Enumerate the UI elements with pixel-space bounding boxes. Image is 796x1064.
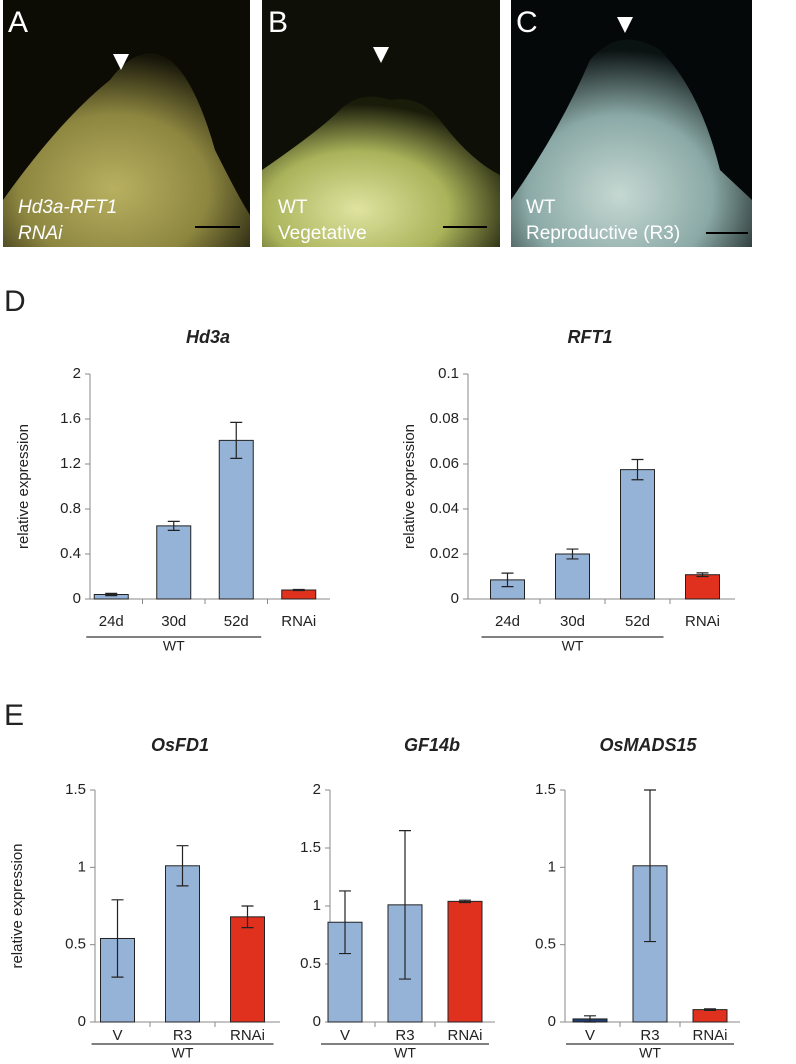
y-tick-label: 1: [78, 858, 86, 875]
panel-label: B: [268, 6, 288, 39]
error-bar: [704, 1008, 716, 1011]
x-tick-label: R3: [173, 1027, 192, 1044]
y-tick-label: 1: [548, 858, 556, 875]
bar: [218, 439, 254, 600]
y-tick-label: 0.08: [430, 410, 459, 427]
error-bar: [241, 905, 254, 929]
group-label: WT: [394, 1045, 416, 1059]
group-label: WT: [172, 1045, 194, 1059]
x-tick-label: V: [340, 1027, 350, 1044]
y-tick-label: 0.04: [430, 500, 459, 517]
y-tick-label: 1.5: [300, 839, 321, 856]
group-label: WT: [639, 1045, 661, 1059]
y-tick-label: 0.5: [300, 955, 321, 972]
y-tick-label: 1.6: [60, 410, 81, 427]
y-tick-label: 1.5: [65, 781, 86, 798]
photo-caption: RNAi: [18, 223, 63, 244]
y-tick-label: 2: [73, 365, 81, 382]
panel-label: E: [4, 699, 24, 732]
photo-caption: WT: [526, 197, 556, 218]
y-tick-label: 0: [73, 590, 81, 607]
x-tick-label: 24d: [99, 613, 124, 630]
group-label: WT: [163, 638, 185, 654]
error-bar: [501, 572, 514, 588]
panel-label: A: [8, 6, 28, 39]
y-axis-label: relative expression: [9, 843, 26, 968]
panel-label: D: [4, 285, 26, 318]
photo-caption: WT: [278, 197, 308, 218]
y-tick-label: 0.4: [60, 545, 81, 562]
x-tick-label: V: [585, 1027, 595, 1044]
y-tick-label: 1.5: [535, 781, 556, 798]
error-bar: [167, 520, 180, 531]
photo-a: [3, 0, 250, 248]
y-tick-label: 0: [548, 1013, 556, 1030]
x-tick-label: 52d: [224, 613, 249, 630]
chart-title: OsFD1: [151, 735, 209, 755]
bar: [685, 574, 720, 600]
bar: [281, 589, 317, 600]
error-bar: [631, 458, 644, 481]
group-label: WT: [562, 638, 584, 654]
y-tick-label: 0.5: [535, 936, 556, 953]
error-bar: [459, 899, 471, 904]
chart-title: GF14b: [404, 735, 460, 755]
x-tick-label: 24d: [495, 613, 520, 630]
y-tick-label: 0.8: [60, 500, 81, 517]
panel-label: C: [516, 6, 538, 39]
photo-caption: Reproductive (R3): [526, 223, 680, 244]
photo-caption: Vegetative: [278, 223, 367, 244]
error-bar: [292, 588, 305, 592]
x-tick-label: RNAi: [685, 613, 720, 630]
x-tick-label: R3: [395, 1027, 414, 1044]
y-tick-label: 1: [313, 897, 321, 914]
error-bar: [339, 890, 351, 955]
x-tick-label: V: [112, 1027, 122, 1044]
y-tick-label: 0.02: [430, 545, 459, 562]
photo-caption: Hd3a-RFT1: [18, 197, 117, 218]
x-tick-label: RNAi: [281, 613, 316, 630]
x-tick-label: 52d: [625, 613, 650, 630]
photo-b: [262, 0, 500, 248]
y-tick-label: 0: [451, 590, 459, 607]
bar: [230, 916, 265, 1023]
x-tick-label: 30d: [161, 613, 186, 630]
x-tick-label: RNAi: [447, 1027, 482, 1044]
chart-title: RFT1: [568, 327, 613, 347]
photo-c: [511, 0, 752, 247]
y-tick-label: 0.1: [438, 365, 459, 382]
error-bar: [105, 592, 118, 597]
bar: [447, 900, 483, 1023]
bar: [156, 525, 192, 600]
error-bar: [644, 789, 656, 943]
x-tick-label: RNAi: [692, 1027, 727, 1044]
error-bar: [230, 421, 243, 459]
y-axis-label: relative expression: [15, 424, 32, 549]
bar: [165, 865, 200, 1023]
y-tick-label: 0.5: [65, 936, 86, 953]
chart-title: Hd3a: [186, 327, 230, 347]
y-tick-label: 0: [313, 1013, 321, 1030]
x-tick-label: 30d: [560, 613, 585, 630]
error-bar: [584, 1015, 596, 1023]
x-tick-label: R3: [640, 1027, 659, 1044]
bar: [692, 1009, 728, 1023]
error-bar: [566, 548, 579, 560]
bar: [620, 469, 655, 600]
error-bar: [399, 830, 411, 980]
x-tick-label: RNAi: [230, 1027, 265, 1044]
y-tick-label: 0: [78, 1013, 86, 1030]
y-tick-label: 0.06: [430, 455, 459, 472]
error-bar: [111, 899, 124, 978]
y-tick-label: 1.2: [60, 455, 81, 472]
error-bar: [696, 572, 709, 578]
bar: [555, 553, 590, 600]
error-bar: [176, 845, 189, 887]
y-axis-label: relative expression: [401, 424, 418, 549]
chart-title: OsMADS15: [599, 735, 697, 755]
y-tick-label: 2: [313, 781, 321, 798]
